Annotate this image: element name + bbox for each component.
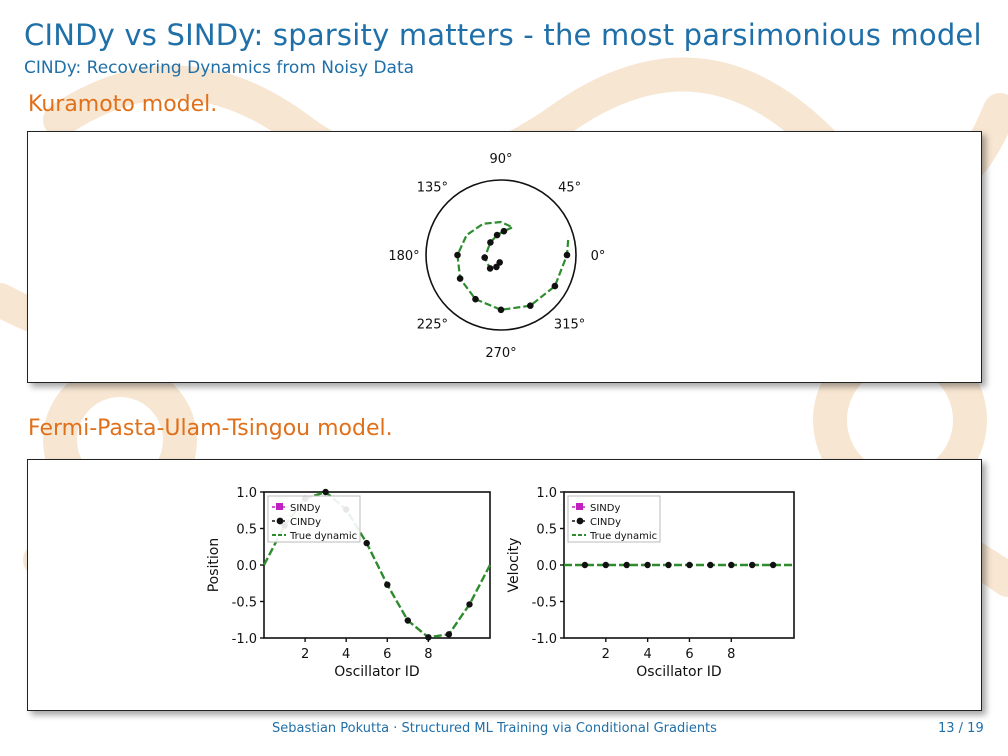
position-plot-legend-box — [267, 495, 361, 543]
velocity-plot-cindy-point — [665, 561, 672, 569]
position-plot-y-tick-label: -0.5 — [232, 596, 257, 611]
position-plot-x-tick-label: 6 — [383, 647, 391, 662]
velocity-plot-cindy-point — [623, 561, 630, 569]
slide-title: CINDy vs SINDy: sparsity matters - the m… — [24, 18, 982, 52]
velocity-plot-cindy-point — [707, 561, 714, 569]
position-plot-cindy-point — [445, 631, 453, 638]
polar-point — [527, 302, 534, 309]
position-plot-legend-sindy-marker — [276, 503, 283, 510]
velocity-plot-x-tick-label: 8 — [727, 647, 735, 662]
velocity-plot-cindy-point — [686, 561, 693, 569]
polar-angle-label: 180° — [388, 249, 419, 264]
footer-author-talk: Sebastian Pokutta · Structured ML Traini… — [272, 721, 717, 736]
polar-point — [486, 265, 494, 272]
velocity-plot-x-tick-label: 6 — [685, 647, 693, 662]
polar-angle-label: 0° — [591, 249, 606, 264]
fput-plots: 1.0 0.5 0.0 -0.5 -1.0 2 4 6 8 Oscillator ID Positi… — [206, 486, 795, 680]
velocity-plot-y-tick-label: -0.5 — [532, 596, 557, 611]
position-plot-y-tick-label: 0.5 — [236, 523, 257, 538]
kuramoto-polar-plot: 0° 45° 90° 135° 180° 225° 270° 315° — [388, 152, 606, 361]
velocity-plot-y-tick-label: -1.0 — [532, 632, 557, 647]
velocity-plot-cindy-point — [581, 561, 589, 569]
position-plot-cindy-point — [384, 581, 391, 588]
fput-heading: Fermi-Pasta-Ulam-Tsingou model. — [28, 416, 393, 441]
polar-point — [497, 306, 505, 314]
position-plot-x-tick-label: 8 — [424, 647, 432, 662]
polar-point — [493, 263, 500, 271]
fput-figure-panel: 1.0 0.5 0.0 -0.5 -1.0 2 4 6 8 Oscillator ID Positi… — [27, 459, 982, 711]
polar-angle-label: 45° — [558, 180, 581, 195]
kuramoto-heading: Kuramoto model. — [28, 92, 218, 117]
polar-angle-label: 90° — [489, 152, 512, 167]
velocity-plot-y-tick-label: 0.5 — [536, 523, 557, 538]
velocity-plot-cindy-point — [728, 561, 735, 569]
position-plot-x-tick-label: 2 — [301, 647, 309, 662]
position-plot-legend-label: CINDy — [290, 517, 321, 528]
position-plot-y-tick-label: -1.0 — [232, 632, 257, 647]
polar-point — [472, 295, 479, 303]
velocity-plot-legend-label: CINDy — [590, 517, 621, 528]
position-plot-legend-label: SINDy — [290, 503, 320, 514]
polar-point — [500, 227, 508, 235]
polar-point — [563, 251, 571, 259]
velocity-plot-legend-box — [567, 495, 661, 543]
polar-point — [454, 251, 461, 259]
polar-angle-label: 135° — [417, 180, 448, 195]
velocity-plot-cindy-point — [769, 561, 777, 569]
polar-point — [481, 254, 489, 261]
velocity-plot-cindy-point — [602, 561, 609, 569]
polar-angle-label: 315° — [554, 318, 585, 333]
polar-point — [493, 231, 501, 239]
polar-frame — [425, 179, 577, 331]
slide-subtitle: CINDy: Recovering Dynamics from Noisy Da… — [24, 58, 415, 78]
velocity-plot-x-tick-label: 2 — [602, 647, 610, 662]
kuramoto-figure-panel: 0° 45° 90° 135° 180° 225° 270° 315° — [27, 131, 982, 383]
position-plot-x-axis-label: Oscillator ID — [334, 664, 419, 680]
position-plot-cindy-point — [404, 617, 411, 624]
position-plot-cindy-point — [363, 539, 370, 547]
velocity-plot-y-tick-label: 0.0 — [536, 559, 557, 574]
velocity-plot-cindy-point — [644, 561, 651, 569]
polar-point — [456, 275, 464, 282]
position-plot-legend-cindy-marker — [276, 517, 284, 525]
position-plot-cindy-point — [322, 488, 329, 496]
velocity-plot-x-tick-label: 4 — [643, 647, 651, 662]
velocity-plot-legend-sindy-marker — [576, 503, 583, 510]
velocity-plot-y-tick-label: 1.0 — [536, 486, 557, 501]
velocity-plot-x-axis-label: Oscillator ID — [636, 664, 721, 680]
velocity-plot-legend-cindy-marker — [576, 517, 584, 525]
velocity-plot-legend-label: SINDy — [590, 503, 620, 514]
polar-point — [487, 239, 494, 246]
velocity-plot-legend-label: True dynamic — [589, 531, 657, 542]
position-plot-y-tick-label: 0.0 — [236, 559, 257, 574]
position-plot-cindy-point — [425, 634, 432, 641]
polar-angle-label: 225° — [417, 318, 448, 333]
position-plot-y-axis-label: Position — [206, 538, 222, 593]
position-plot-x-tick-label: 4 — [342, 647, 350, 662]
polar-point — [551, 282, 559, 290]
position-plot-legend-label: True dynamic — [289, 531, 357, 542]
page-number: 13 / 19 — [938, 721, 984, 736]
position-plot-y-tick-label: 1.0 — [236, 486, 257, 501]
velocity-plot-cindy-point — [749, 561, 756, 569]
polar-angle-label: 270° — [485, 346, 516, 361]
position-plot-cindy-point — [466, 601, 473, 608]
velocity-plot-y-axis-label: Velocity — [506, 538, 522, 593]
